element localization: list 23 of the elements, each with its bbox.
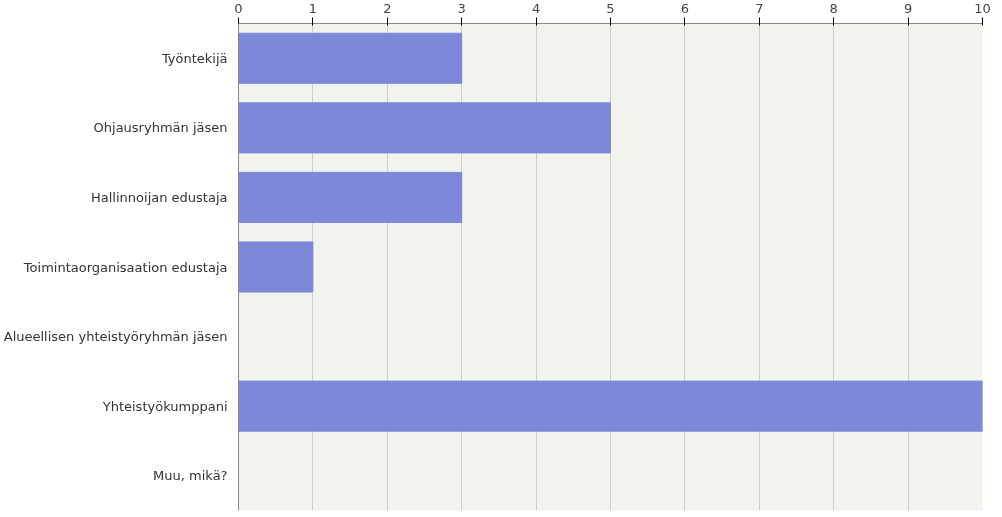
bar xyxy=(238,102,611,154)
y-tick-label: Muu, mikä? xyxy=(153,468,228,484)
x-tick-label: 9 xyxy=(903,0,913,16)
x-tick-label: 4 xyxy=(531,0,541,16)
bar xyxy=(238,32,463,84)
x-tick-label: 0 xyxy=(234,0,243,16)
y-tick-label: Työntekijä xyxy=(160,50,228,66)
y-tick-label: Ohjausryhmän jäsen xyxy=(93,120,228,136)
x-tick-label: 1 xyxy=(308,0,318,16)
x-tick-label: 3 xyxy=(457,0,466,16)
bar xyxy=(238,241,314,293)
x-tick-label: 6 xyxy=(680,0,690,16)
y-tick-label: Toimintaorganisaation edustaja xyxy=(22,259,228,275)
x-tick-label: 2 xyxy=(383,0,392,16)
bar xyxy=(238,171,463,223)
x-tick-label: 5 xyxy=(606,0,615,16)
y-tick-label: Alueellisen yhteistyöryhmän jäsen xyxy=(3,329,228,345)
bar xyxy=(238,380,983,432)
y-tick-label: Yhteistyökumppani xyxy=(101,398,228,414)
x-tick-label: 10 xyxy=(974,0,991,16)
x-tick-label: 7 xyxy=(755,0,764,16)
y-tick-label: Hallinnoijan edustaja xyxy=(91,189,228,205)
x-tick-label: 8 xyxy=(829,0,838,16)
